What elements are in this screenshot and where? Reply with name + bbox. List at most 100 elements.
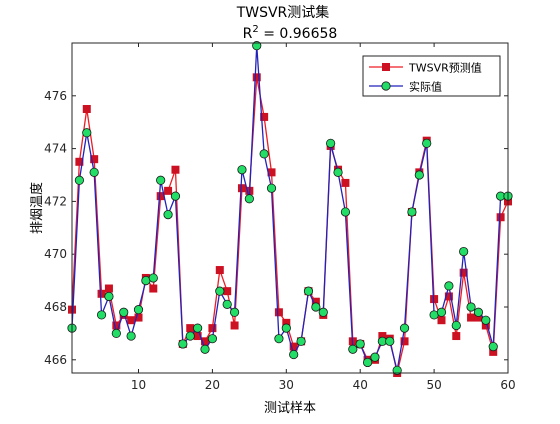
data-point-actual	[340, 207, 351, 217]
data-point-actual	[466, 302, 476, 312]
data-point-actual	[237, 165, 247, 175]
data-point-actual	[289, 349, 299, 360]
data-point-actual	[156, 175, 166, 185]
data-point-predicted	[149, 284, 158, 293]
data-point-actual	[89, 167, 99, 177]
data-point-actual	[170, 191, 181, 201]
data-point-predicted	[164, 186, 173, 195]
x-tick-label: 60	[500, 378, 515, 392]
data-point-actual	[459, 246, 469, 257]
chart-title: TWSVR测试集	[236, 4, 330, 21]
data-point-predicted	[260, 112, 269, 121]
data-point-actual	[178, 339, 188, 349]
data-point-actual	[119, 307, 129, 317]
data-point-predicted	[341, 178, 350, 187]
y-tick-label: 476	[44, 89, 67, 103]
data-point-actual	[222, 299, 232, 309]
chart-subtitle: R2 = 0.96658	[243, 24, 338, 42]
data-point-actual	[259, 149, 269, 159]
x-axis-label: 测试样本	[264, 401, 316, 416]
data-point-predicted	[274, 308, 283, 317]
data-point-actual	[266, 183, 277, 193]
x-tick-label: 50	[426, 378, 441, 392]
data-point-actual	[355, 339, 365, 349]
legend: TWSVR预测值 实际值	[362, 55, 501, 97]
y-axis-label: 排烟温度	[29, 182, 45, 234]
data-point-predicted	[208, 324, 217, 333]
data-point-predicted	[223, 287, 232, 296]
legend-marker-actual	[381, 81, 391, 91]
y-tick-label: 470	[44, 247, 67, 261]
data-point-actual	[318, 307, 328, 317]
data-point-predicted	[400, 337, 409, 346]
data-point-actual	[399, 323, 410, 333]
data-point-actual	[148, 273, 158, 283]
x-tick-label: 10	[131, 378, 146, 392]
data-point-predicted	[452, 332, 461, 341]
data-point-actual	[252, 41, 262, 51]
data-point-actual	[111, 328, 121, 338]
y-tick-label: 466	[44, 353, 67, 367]
data-point-actual	[422, 138, 432, 148]
data-point-actual	[96, 310, 107, 320]
x-tick-label: 20	[205, 378, 220, 392]
legend-marker-predicted	[382, 63, 390, 71]
data-point-actual	[104, 291, 114, 302]
data-point-actual	[436, 307, 447, 317]
data-point-predicted	[186, 324, 195, 333]
y-tick-label: 474	[44, 142, 67, 156]
data-point-actual	[296, 336, 306, 346]
data-point-actual	[274, 334, 284, 344]
data-point-predicted	[127, 316, 136, 325]
data-point-actual	[407, 207, 417, 217]
data-point-actual	[481, 315, 491, 325]
legend-label-actual: 实际值	[409, 80, 442, 94]
data-point-actual	[444, 281, 454, 291]
data-point-actual	[370, 352, 380, 362]
data-point-predicted	[237, 184, 246, 193]
data-point-actual	[414, 170, 424, 180]
x-tick-label: 30	[279, 378, 294, 392]
data-point-actual	[362, 357, 373, 368]
data-point-predicted	[215, 266, 224, 275]
data-point-actual	[207, 334, 218, 344]
data-point-actual	[215, 286, 225, 296]
y-tick-label: 468	[44, 300, 67, 314]
data-point-actual	[74, 175, 84, 185]
data-point-actual	[281, 323, 291, 333]
data-point-actual	[244, 194, 254, 204]
y-tick-label: 472	[44, 194, 67, 208]
data-point-actual	[163, 210, 173, 220]
legend-label-predicted: TWSVR预测值	[408, 62, 482, 75]
data-point-predicted	[437, 316, 446, 325]
data-point-predicted	[82, 105, 91, 113]
plot-frame	[71, 42, 509, 374]
data-point-predicted	[90, 155, 99, 164]
data-point-actual	[303, 286, 314, 296]
data-point-actual	[488, 341, 498, 352]
data-point-actual	[333, 167, 343, 177]
data-point-actual	[193, 323, 203, 333]
data-point-actual	[126, 331, 136, 341]
series-layer	[67, 41, 513, 377]
series-actual	[67, 41, 513, 375]
data-point-predicted	[230, 321, 239, 330]
data-point-actual	[392, 365, 402, 375]
data-point-actual	[82, 128, 92, 138]
data-point-actual	[185, 331, 195, 341]
data-point-actual	[385, 336, 395, 346]
data-point-actual	[200, 344, 210, 354]
data-point-predicted	[467, 313, 476, 322]
data-point-predicted	[97, 289, 106, 298]
data-point-actual	[133, 305, 144, 315]
data-point-predicted	[171, 165, 180, 174]
data-point-predicted	[459, 268, 468, 277]
data-point-actual	[326, 138, 336, 148]
data-point-actual	[348, 344, 358, 354]
data-point-actual	[473, 307, 484, 317]
data-point-predicted	[496, 213, 505, 222]
data-point-predicted	[104, 284, 113, 293]
data-point-actual	[229, 307, 240, 317]
